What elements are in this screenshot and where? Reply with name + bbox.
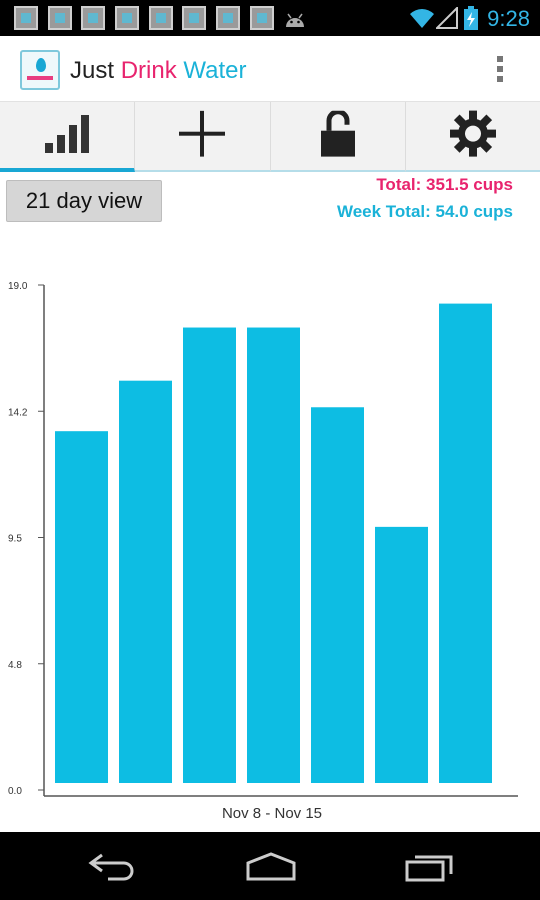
gear-icon	[449, 110, 496, 157]
x-axis-label: Nov 8 - Nov 15	[222, 805, 322, 822]
app-notification-icon	[48, 6, 72, 30]
app-title-water: Water	[183, 57, 247, 84]
y-tick-label: 4.8	[8, 660, 22, 671]
tab-chart[interactable]	[0, 102, 136, 172]
wifi-icon	[410, 9, 434, 28]
chart-bar[interactable]	[119, 380, 172, 783]
total-cups: Total: 351.5 cups	[376, 175, 513, 194]
plus-icon	[179, 110, 226, 157]
app-title-drink: Drink	[120, 57, 177, 84]
action-bar: Just Drink Water	[0, 36, 540, 102]
overflow-menu-icon[interactable]	[494, 54, 506, 86]
chart-bar[interactable]	[183, 327, 236, 783]
chart-bar[interactable]	[55, 431, 108, 783]
tab-settings[interactable]	[405, 102, 540, 172]
status-clock: 9:28	[487, 6, 530, 31]
unlock-icon	[320, 110, 355, 157]
battery-charging-icon	[464, 6, 478, 30]
app-notification-icon	[182, 6, 206, 30]
y-tick-label: 19.0	[8, 281, 28, 292]
app-notification-icon	[14, 6, 38, 30]
android-debug-icon	[286, 13, 304, 27]
app-title-just: Just	[70, 57, 115, 84]
y-tick-label: 14.2	[8, 407, 28, 418]
chart-bar[interactable]	[439, 303, 492, 783]
y-tick-label: 0.0	[8, 786, 22, 797]
back-icon[interactable]	[88, 852, 138, 882]
tab-bar	[0, 102, 540, 172]
app-notification-icon	[216, 6, 240, 30]
water-drop-logo-icon[interactable]	[20, 50, 60, 90]
signal-icon	[436, 7, 458, 29]
app-notification-icon	[81, 6, 105, 30]
app-title: Just Drink Water	[70, 57, 247, 85]
status-bar: 9:28	[0, 0, 540, 36]
app-notification-icon	[250, 6, 274, 30]
home-icon[interactable]	[244, 852, 298, 882]
bar-chart-icon	[45, 115, 90, 153]
y-tick-label: 9.5	[8, 534, 22, 545]
chart-bar[interactable]	[311, 407, 364, 783]
app-notification-icon	[149, 6, 173, 30]
chart-bar[interactable]	[375, 526, 428, 783]
tab-lock[interactable]	[270, 102, 406, 172]
navigation-bar	[0, 832, 540, 900]
app-notification-icon	[115, 6, 139, 30]
day-view-button[interactable]: 21 day view	[6, 180, 162, 222]
week-total-cups: Week Total: 54.0 cups	[336, 202, 513, 221]
bar-chart: 0.0 4.8 9.5 14.2 19.0 Nov 8 - Nov 15	[8, 281, 518, 822]
chart-bar[interactable]	[247, 327, 300, 783]
tab-add[interactable]	[135, 102, 271, 172]
recent-apps-icon[interactable]	[404, 852, 454, 882]
